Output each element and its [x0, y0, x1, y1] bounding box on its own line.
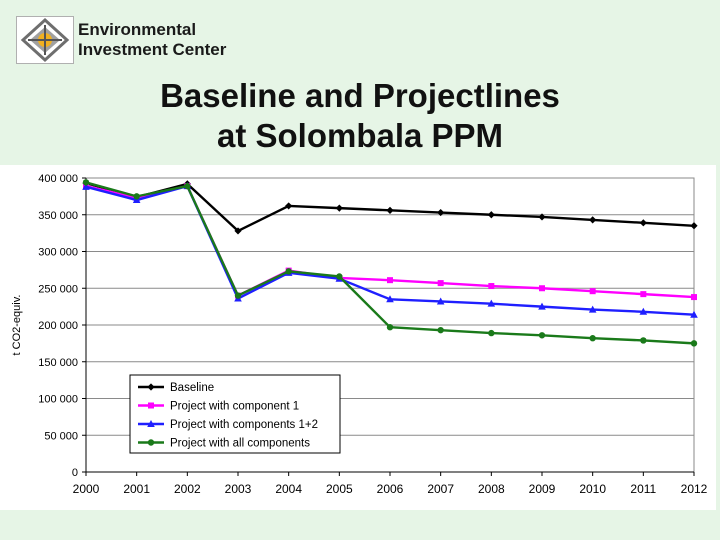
data-point: [690, 222, 698, 230]
legend-marker: [147, 383, 155, 391]
legend-label: Project with components 1+2: [170, 419, 318, 431]
data-point: [589, 335, 596, 342]
data-point: [285, 268, 292, 275]
y-axis-label: t CO2-equiv.: [11, 295, 23, 356]
legend-marker: [148, 402, 154, 409]
y-tick-label: 250 000: [38, 283, 78, 295]
data-point: [690, 340, 698, 347]
x-tick-label: 2001: [123, 482, 150, 496]
legend-item: Baseline: [138, 382, 214, 394]
y-tick-label: 0: [72, 467, 78, 479]
data-point: [437, 326, 444, 334]
data-point: [639, 307, 648, 315]
x-tick-label: 2008: [478, 482, 505, 496]
data-point: [184, 182, 191, 190]
data-point: [436, 297, 445, 305]
series-project-with-all-components: [82, 179, 698, 347]
data-point: [335, 204, 343, 212]
y-tick-label: 200 000: [38, 320, 78, 332]
legend-label: Project with all components: [170, 438, 310, 450]
title-line-2: at Solombala PPM: [216, 117, 504, 154]
y-tick-label: 400 000: [38, 173, 78, 185]
legend-marker: [147, 439, 155, 446]
y-tick-label: 150 000: [38, 357, 78, 369]
legend-item: Project with all components: [138, 438, 310, 450]
data-point: [488, 283, 495, 290]
slide-title: Baseline and Projectlines at Solombala P…: [0, 76, 720, 156]
data-point: [386, 324, 394, 331]
x-tick-label: 2006: [377, 482, 404, 496]
data-point: [639, 219, 647, 227]
data-point: [82, 182, 90, 190]
data-point: [285, 202, 293, 210]
line-chart: 0 50 000 100 000 150 000 200 000 250 000 300 0…: [0, 165, 716, 510]
data-point: [538, 302, 546, 310]
data-point: [691, 294, 697, 301]
data-point: [437, 208, 445, 217]
data-point: [589, 288, 596, 295]
title-line-1: Baseline and Projectlines: [160, 77, 560, 114]
data-point: [82, 179, 90, 186]
data-point: [488, 329, 495, 337]
legend-box: [129, 374, 341, 454]
data-point: [539, 285, 545, 292]
legend-label: Project with component 1: [170, 401, 299, 413]
y-tick-label: 50 000: [44, 430, 78, 442]
eic-logo-icon: [16, 16, 74, 64]
y-tick-label: 300 000: [38, 247, 78, 259]
x-tick-label: 2005: [326, 482, 353, 496]
x-tick-label: 2004: [275, 482, 302, 496]
data-point: [437, 280, 444, 287]
data-point: [690, 310, 698, 318]
x-tick-label: 2003: [225, 482, 252, 496]
data-point: [387, 277, 393, 284]
y-tick-label: 350 000: [38, 210, 78, 222]
logo-line-2: Investment Center: [78, 40, 227, 59]
data-point: [487, 211, 495, 219]
data-point: [588, 305, 597, 313]
data-point: [386, 206, 394, 214]
x-tick-label: 2007: [427, 482, 454, 496]
data-point: [538, 332, 546, 339]
data-point: [589, 216, 597, 224]
legend-marker: [147, 420, 155, 427]
x-tick-label: 2009: [529, 482, 556, 496]
legend-item: Project with component 1: [138, 401, 299, 413]
legend-item: Project with components 1+2: [138, 419, 318, 431]
y-tick-label: 100 000: [38, 394, 78, 406]
data-point: [386, 295, 394, 303]
logo-text: Environmental Investment Center: [78, 20, 226, 60]
data-point: [640, 337, 647, 344]
data-point: [336, 273, 343, 280]
x-tick-label: 2012: [681, 482, 708, 496]
data-point: [640, 291, 647, 298]
x-tick-label: 2000: [73, 482, 100, 496]
data-point: [133, 193, 140, 200]
legend-label: Baseline: [170, 382, 214, 394]
data-point: [487, 299, 496, 307]
logo-line-1: Environmental: [78, 20, 197, 39]
x-tick-label: 2010: [579, 482, 606, 496]
data-point: [538, 213, 546, 221]
data-point: [234, 292, 242, 299]
x-tick-label: 2011: [630, 482, 656, 496]
x-tick-label: 2002: [174, 482, 201, 496]
